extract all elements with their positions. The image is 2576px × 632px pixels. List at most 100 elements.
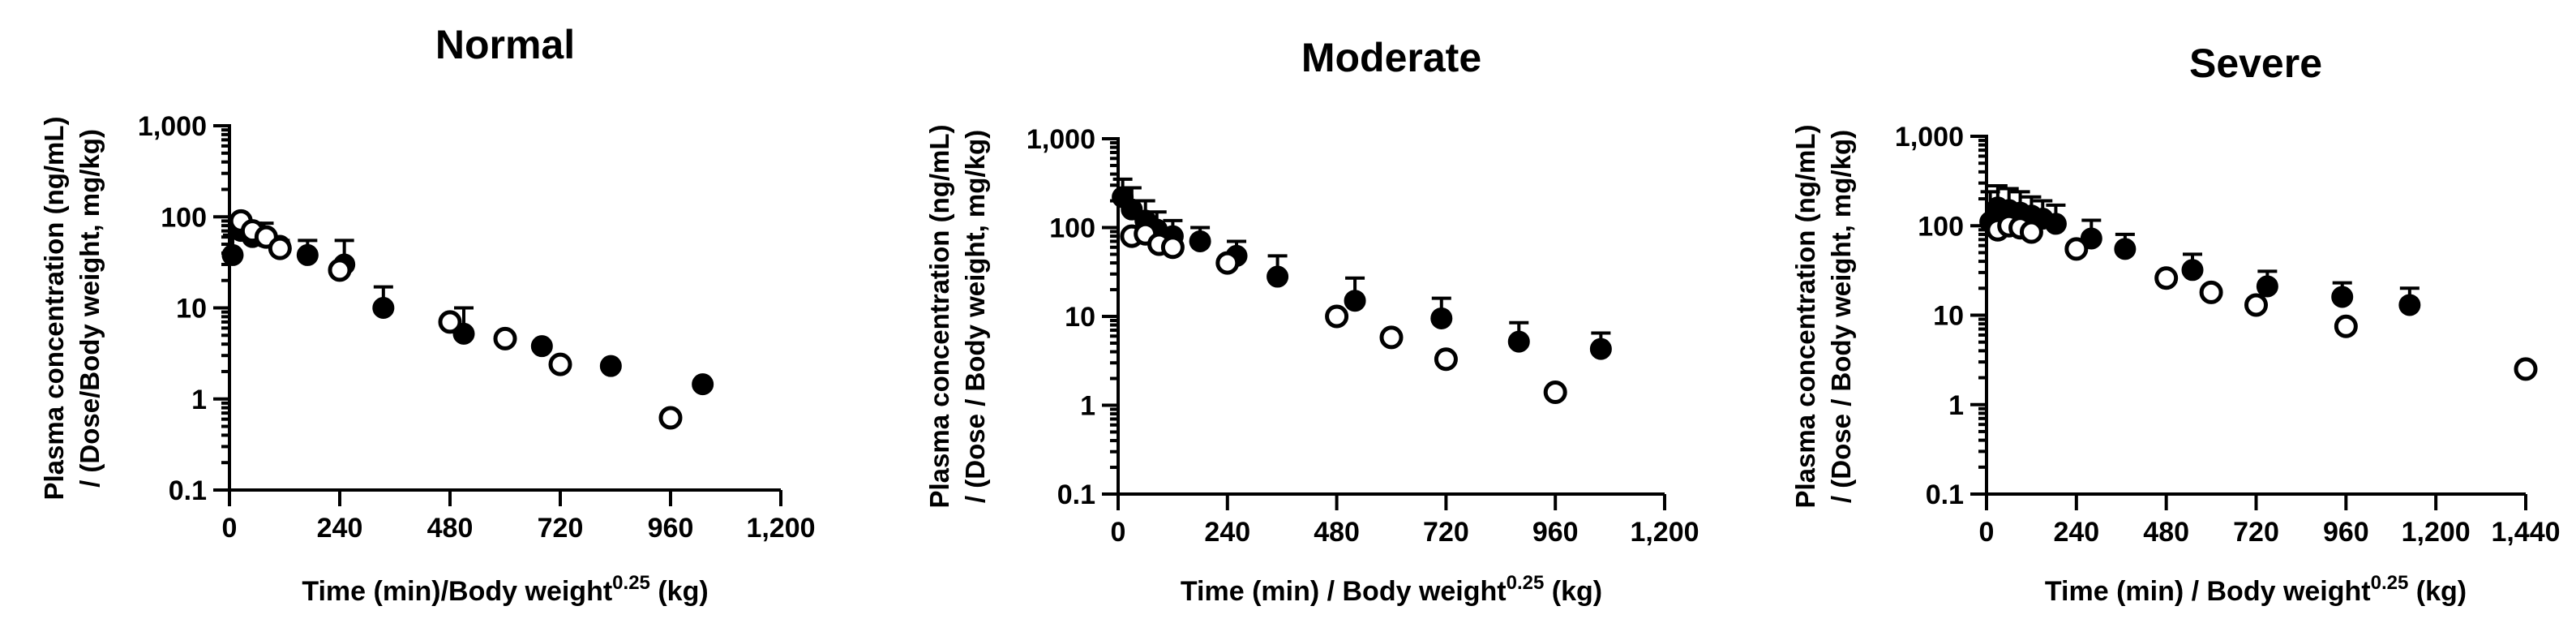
- chart-panel-severe: Severe 0.1 1 10 100 1,000 0 240 480 720 960 1,200 1,…: [1790, 41, 2561, 607]
- data-point-open: [548, 352, 572, 376]
- x-tick-label: 960: [2323, 517, 2369, 548]
- y-tick-label: 0.1: [169, 475, 207, 506]
- data-point-filled: [1430, 307, 1453, 329]
- y-tick-label: 10: [1933, 301, 1964, 332]
- x-axis-label-unit: (kg): [650, 576, 709, 607]
- data-point-filled: [1267, 265, 1289, 288]
- series-open: [1120, 221, 1567, 404]
- chart-panel-moderate: Moderate 0.1 1 10 100 1,000 0 240 480 720 960 1,200…: [924, 35, 1699, 607]
- data-point-open: [2064, 237, 2089, 261]
- data-point-filled: [692, 373, 714, 396]
- data-point-filled: [2256, 275, 2278, 298]
- y-axis-label-line2: / (Dose / Body weight, mg/kg): [1826, 130, 1856, 503]
- data-point-open: [328, 258, 352, 282]
- y-axis-label-line1: Plasma concentration (ng/mL): [39, 116, 69, 500]
- x-axis-label-sup: 0.25: [1507, 572, 1545, 594]
- data-point-filled: [296, 243, 319, 266]
- y-tick-label: 1: [1948, 390, 1964, 421]
- x-axis-label-sup: 0.25: [612, 572, 650, 594]
- x-tick-label: 0: [1979, 517, 1995, 548]
- x-tick-label: 720: [1423, 517, 1469, 548]
- x-axis-label-unit: (kg): [1544, 576, 1602, 607]
- data-point-open: [268, 236, 292, 260]
- x-axis-label-main: Time (min) / Body weight: [2045, 576, 2371, 607]
- y-tick-label: 0.1: [1926, 479, 1964, 510]
- y-tick-label: 100: [161, 202, 207, 233]
- x-tick-label: 480: [2143, 517, 2189, 548]
- chart-title: Moderate: [1301, 35, 1481, 80]
- data-point-open: [2019, 220, 2043, 244]
- data-point-filled: [221, 243, 244, 266]
- data-point-filled: [1344, 290, 1366, 312]
- chart-title: Severe: [2189, 41, 2322, 86]
- data-point-filled: [2398, 294, 2421, 316]
- data-point-filled: [1507, 330, 1530, 353]
- y-tick-label: 100: [1049, 213, 1095, 244]
- data-point-open: [2199, 280, 2223, 304]
- x-tick-label: 240: [1204, 517, 1250, 548]
- data-point-open: [1325, 304, 1349, 329]
- data-point-open: [1379, 325, 1404, 350]
- x-tick-label: 720: [538, 513, 584, 544]
- x-axis-label-main: Time (min)/Body weight: [302, 576, 612, 607]
- x-tick-label: 0: [222, 513, 238, 544]
- y-tick-label: 1,000: [1895, 122, 1964, 153]
- data-point-open: [2154, 266, 2179, 290]
- y-tick-label: 1,000: [138, 111, 207, 142]
- x-tick-label: 1,200: [1630, 517, 1699, 548]
- data-point-filled: [1189, 230, 1211, 252]
- x-tick-label: 960: [648, 513, 694, 544]
- y-tick-label: 100: [1918, 211, 1964, 242]
- data-point-open: [2334, 314, 2358, 338]
- chart-title: Normal: [435, 22, 575, 67]
- y-axis-label-line1: Plasma concentration (ng/mL): [924, 124, 954, 508]
- series-filled: [221, 217, 714, 396]
- x-axis-label: Time (min)/Body weight0.25 (kg): [302, 572, 708, 607]
- x-axis-label: Time (min) / Body weight0.25 (kg): [1181, 572, 1602, 607]
- data-point-open: [1543, 380, 1567, 404]
- data-point-open: [1434, 347, 1458, 372]
- x-tick-label: 480: [1314, 517, 1360, 548]
- series-open: [1986, 213, 2538, 381]
- x-axis-label-main: Time (min) / Body weight: [1181, 576, 1507, 607]
- data-point-filled: [2181, 259, 2204, 282]
- y-tick-label: 10: [1065, 302, 1095, 333]
- x-tick-label: 960: [1532, 517, 1579, 548]
- data-point-open: [1215, 251, 1240, 275]
- x-tick-label: 1,200: [2402, 517, 2471, 548]
- y-tick-label: 1: [1080, 391, 1095, 422]
- data-point-filled: [599, 355, 622, 377]
- data-point-filled: [2044, 213, 2067, 235]
- x-tick-label: 240: [2053, 517, 2099, 548]
- x-tick-label: 1,200: [746, 513, 815, 544]
- data-point-filled: [530, 335, 553, 358]
- data-point-open: [1160, 235, 1185, 260]
- y-tick-label: 1: [191, 385, 207, 415]
- data-point-filled: [1589, 337, 1612, 360]
- data-point-open: [438, 310, 462, 334]
- x-tick-label: 480: [427, 513, 474, 544]
- data-point-open: [2514, 357, 2538, 381]
- data-point-filled: [372, 297, 395, 319]
- x-axis-label-unit: (kg): [2408, 576, 2467, 607]
- series-open: [229, 209, 683, 430]
- x-tick-label: 1,440: [2491, 517, 2560, 548]
- y-tick-label: 1,000: [1027, 124, 1095, 155]
- series-filled: [1112, 177, 1612, 360]
- y-tick-label: 0.1: [1057, 479, 1095, 510]
- data-point-open: [493, 326, 517, 350]
- x-tick-label: 720: [2233, 517, 2279, 548]
- y-axis-label-line1: Plasma concentration (ng/mL): [1790, 124, 1820, 508]
- y-axis-label-line2: / (Dose/Body weight, mg/kg): [75, 129, 105, 488]
- data-point-open: [658, 406, 683, 430]
- data-point-filled: [2331, 286, 2354, 308]
- chart-panel-normal: Normal 0.1 1 10 100 1,000 0 240 480 720 960 1,200 Ti…: [39, 22, 816, 607]
- x-tick-label: 240: [317, 513, 363, 544]
- x-axis-label: Time (min) / Body weight0.25 (kg): [2045, 572, 2467, 607]
- data-point-filled: [2114, 238, 2137, 260]
- y-tick-label: 10: [176, 294, 207, 325]
- y-axis-label-line2: / (Dose / Body weight, mg/kg): [960, 130, 990, 503]
- data-point-open: [2244, 293, 2268, 317]
- x-axis-label-sup: 0.25: [2371, 572, 2409, 594]
